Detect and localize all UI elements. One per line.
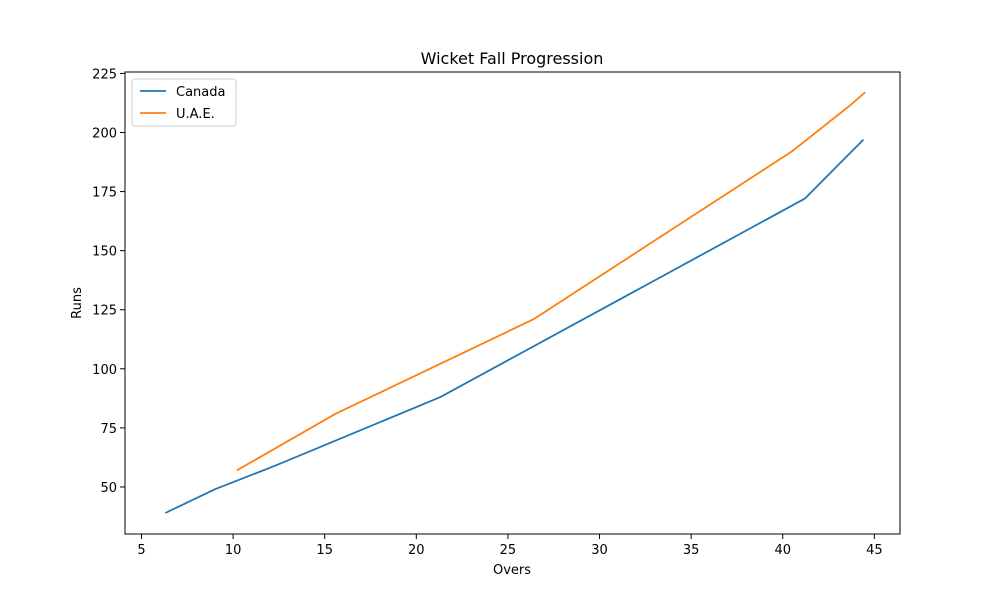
x-axis-label: Overs	[493, 563, 531, 578]
series-line-uae	[236, 91, 866, 472]
y-tick-label: 200	[92, 126, 117, 141]
legend: Canada U.A.E.	[131, 78, 237, 127]
y-tick-label: 75	[100, 422, 117, 437]
y-tick-label: 225	[92, 67, 117, 82]
x-tick-label: 45	[866, 543, 883, 558]
x-tick-label: 5	[137, 543, 145, 558]
y-tick-label: 100	[92, 363, 117, 378]
series-line-canada	[164, 138, 865, 514]
x-tick-label: 35	[683, 543, 700, 558]
x-tick-label: 25	[500, 543, 517, 558]
y-axis-label: Runs	[70, 287, 85, 319]
x-tick-label: 15	[316, 543, 333, 558]
chart-title: Wicket Fall Progression	[421, 49, 604, 68]
y-tick-label: 175	[92, 186, 117, 201]
legend-label-canada: Canada	[176, 85, 225, 100]
y-tick-label: 125	[92, 304, 117, 319]
legend-label-uae: U.A.E.	[176, 107, 215, 122]
x-tick-label: 30	[591, 543, 608, 558]
y-axis-ticks: 50 75 100 125 150 175 200 225	[92, 67, 125, 496]
x-tick-label: 20	[408, 543, 425, 558]
x-tick-label: 10	[225, 543, 242, 558]
plot-lines	[164, 91, 866, 514]
y-tick-label: 50	[100, 481, 117, 496]
x-tick-label: 40	[774, 543, 791, 558]
y-tick-label: 150	[92, 245, 117, 260]
plot-frame	[124, 71, 901, 535]
x-axis-ticks: 5 10 15 20 25 30 35 40 45	[137, 534, 883, 558]
